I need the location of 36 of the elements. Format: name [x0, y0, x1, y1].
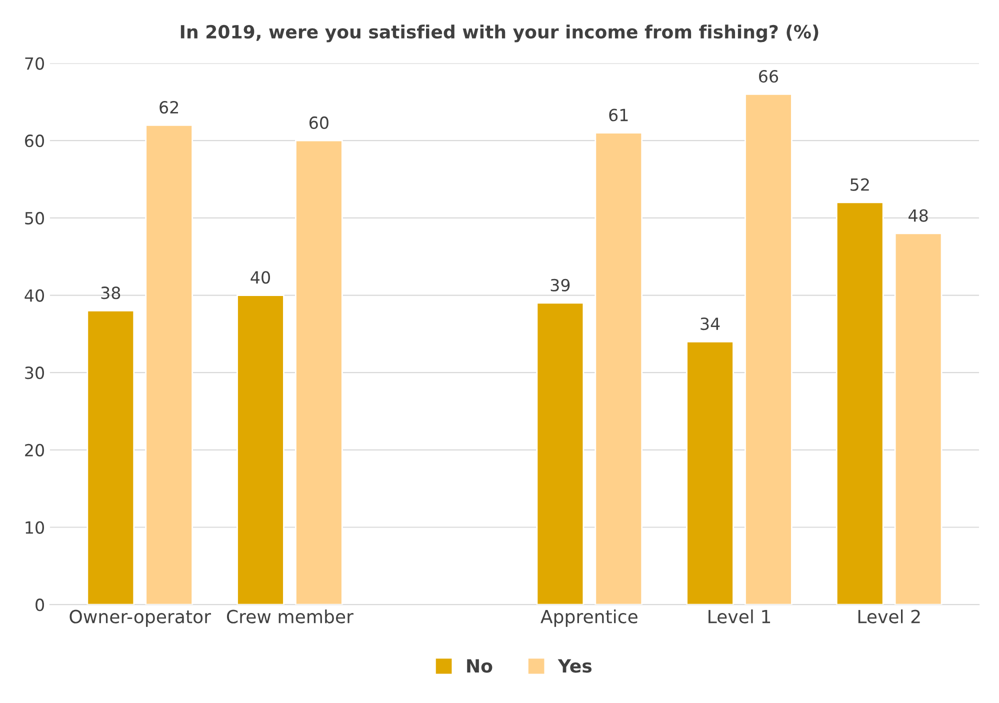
bar: [894, 232, 942, 605]
bar: [686, 340, 734, 605]
bar: [86, 310, 135, 605]
bar: [145, 124, 193, 605]
bar: [236, 294, 284, 605]
y-tick-label: 40: [24, 289, 44, 302]
data-label: 39: [550, 278, 570, 292]
bar: [295, 140, 343, 605]
data-label: 48: [908, 209, 928, 222]
y-tick-label: 70: [25, 57, 44, 70]
data-label: 60: [309, 116, 328, 130]
data-label: 34: [700, 317, 720, 330]
x-tick-label: Level 2: [858, 609, 920, 624]
x-tick-label: Owner-operator: [70, 610, 212, 627]
chart-title: In 2019, were you satisfied with your income from fishing? (%): [180, 24, 818, 42]
x-tick-label: Crew member: [226, 609, 354, 624]
data-label: 62: [160, 100, 178, 114]
data-label: 40: [250, 271, 270, 284]
legend-label: No: [467, 659, 492, 673]
x-tick-label: Level 1: [708, 609, 770, 624]
y-tick-label: 60: [25, 134, 44, 148]
bar: [594, 132, 643, 605]
bar: [536, 302, 584, 605]
data-label: 66: [759, 70, 778, 83]
bar: [836, 202, 884, 605]
y-tick-label: 50: [25, 212, 44, 224]
y-tick-label: 0: [36, 598, 44, 612]
legend-label: Yes: [558, 659, 592, 673]
data-label: 38: [101, 286, 120, 300]
data-label: 61: [609, 108, 628, 122]
y-tick-label: 10: [26, 521, 44, 534]
y-tick-label: 20: [25, 444, 44, 456]
y-tick-label: 30: [25, 366, 44, 380]
data-label: 52: [850, 178, 869, 191]
x-tick-label: Apprentice: [540, 609, 638, 627]
bar: [744, 94, 792, 605]
